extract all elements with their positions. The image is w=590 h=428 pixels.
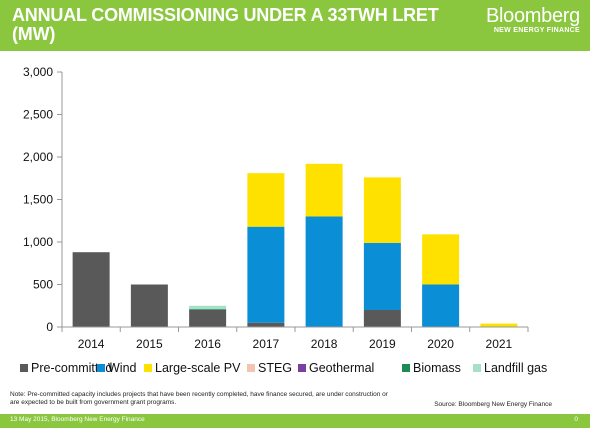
x-tick-label: 2016: [194, 337, 221, 351]
bar-segment: [363, 310, 401, 327]
legend-label: STEG: [258, 361, 292, 375]
legend-label: Wind: [108, 361, 137, 375]
x-tick-label: 2014: [78, 337, 105, 351]
legend-swatch: [298, 364, 306, 372]
legend-swatch: [20, 364, 28, 372]
bar-segment: [305, 163, 343, 217]
header-bar: ANNUAL COMMISSIONING UNDER A 33TWH LRET …: [0, 0, 590, 51]
bar-segment: [422, 234, 460, 285]
legend-label: Landfill gas: [484, 361, 547, 375]
y-tick-label: 0: [46, 320, 53, 334]
legend-swatch: [144, 364, 152, 372]
bar-segment: [363, 242, 401, 310]
legend-swatch: [247, 364, 255, 372]
stacked-bar-chart: 0 500 1,000 1,500 2,000 2,500 3,000 2014 2015 201…: [20, 65, 547, 375]
legend-swatch: [97, 364, 105, 372]
brand-name: Bloomberg: [485, 5, 580, 27]
y-tick-label: 3,000: [23, 65, 53, 79]
bar-segment: [189, 309, 227, 310]
chart-title: ANNUAL COMMISSIONING UNDER A 33TWH LRET …: [12, 5, 439, 44]
page-number: 0: [574, 416, 578, 423]
source-note: Source: Bloomberg New Energy Finance: [434, 401, 552, 408]
bar-segment: [422, 284, 460, 327]
x-tick-label: 2017: [253, 337, 280, 351]
bar-segment: [305, 216, 343, 327]
y-tick-label: 2,500: [23, 108, 53, 122]
brand-subtitle: NEW ENERGY FINANCE: [493, 27, 580, 34]
bar-segment: [72, 252, 110, 327]
legend-label: Pre-committed: [31, 361, 112, 375]
legend-swatch: [473, 364, 481, 372]
y-tick-label: 2,000: [23, 150, 53, 164]
x-tick-label: 2019: [369, 337, 396, 351]
bar-segment: [130, 284, 168, 327]
y-tick-label: 1,500: [23, 193, 53, 207]
x-tick-label: 2020: [427, 337, 454, 351]
bar-segment: [189, 310, 227, 327]
x-tick-label: 2015: [136, 337, 163, 351]
bar-segment: [363, 177, 401, 243]
y-tick-label: 500: [33, 278, 53, 292]
bar-segment: [247, 226, 285, 323]
legend-label: Biomass: [413, 361, 461, 375]
legend-label: Geothermal: [309, 361, 374, 375]
x-tick-label: 2021: [486, 337, 513, 351]
bar-segment: [189, 305, 227, 310]
bar-segment: [247, 173, 285, 227]
brand-logo: Bloomberg NEW ENERGY FINANCE: [486, 5, 580, 35]
footer-date: 13 May 2015, Bloomberg New Energy Financ…: [10, 416, 145, 423]
bar-segment: [247, 322, 285, 327]
bar-segment: [480, 323, 518, 327]
legend-label: Large-scale PV: [155, 361, 241, 375]
y-tick-label: 1,000: [23, 235, 53, 249]
footer-bar: 13 May 2015, Bloomberg New Energy Financ…: [0, 414, 590, 428]
x-tick-label: 2018: [311, 337, 338, 351]
footnote: Note: Pre-committed capacity includes pr…: [10, 391, 388, 406]
legend-swatch: [402, 364, 410, 372]
